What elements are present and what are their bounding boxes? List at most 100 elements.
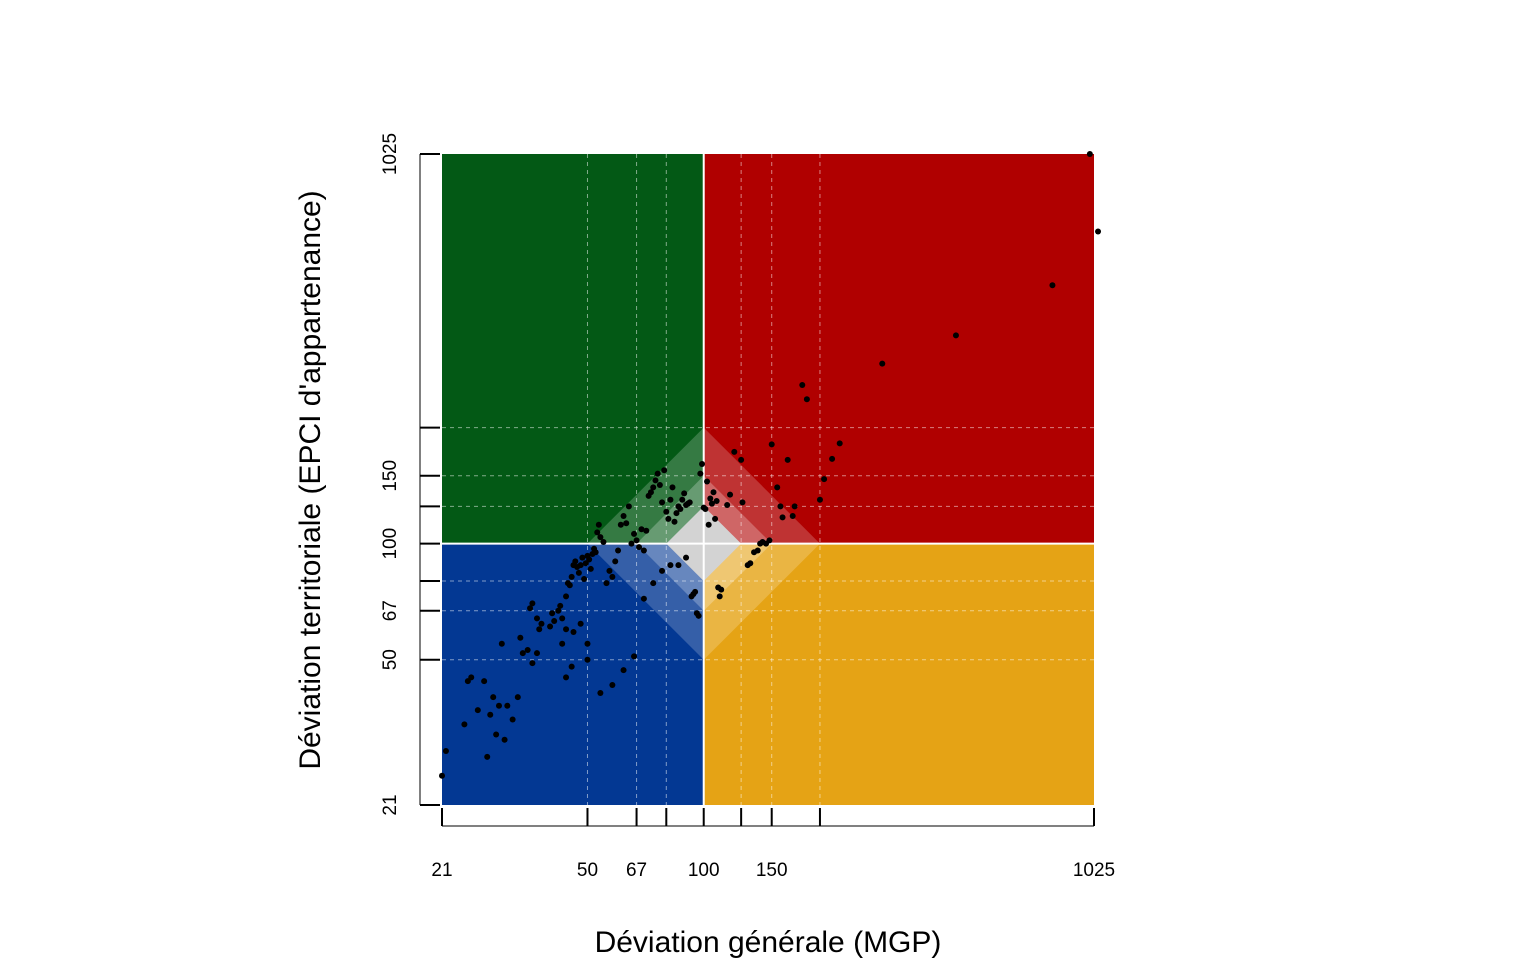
data-point: [609, 573, 616, 580]
data-point: [575, 569, 582, 576]
data-point: [587, 565, 594, 572]
data-point: [821, 476, 828, 483]
data-point: [501, 736, 508, 743]
data-point: [495, 702, 502, 709]
data-point: [504, 702, 511, 709]
axes: 21 50 67 100 150 1025 21 50 67 100 150 1025: [380, 133, 1115, 881]
data-point: [536, 626, 543, 633]
data-point: [879, 360, 886, 367]
data-point: [667, 496, 674, 503]
data-point: [659, 567, 666, 574]
data-point: [594, 529, 601, 536]
data-point: [631, 530, 638, 537]
data-point: [1086, 151, 1093, 157]
data-point: [615, 547, 622, 554]
data-point: [577, 620, 584, 627]
data-point: [563, 626, 570, 633]
data-point: [517, 634, 524, 641]
data-point: [484, 753, 491, 760]
data-point: [468, 674, 475, 681]
data-point: [766, 537, 773, 544]
data-point: [586, 556, 593, 563]
data-point: [699, 460, 706, 467]
y-tick-label: 100: [380, 528, 401, 560]
data-point: [686, 499, 693, 506]
data-point: [708, 500, 715, 507]
data-point: [731, 448, 738, 455]
data-point: [669, 484, 676, 491]
data-point: [707, 495, 714, 502]
data-point: [498, 640, 505, 647]
data-point: [643, 527, 650, 534]
data-point: [439, 772, 445, 779]
data-point: [547, 623, 554, 630]
data-point: [692, 588, 699, 595]
data-point: [612, 558, 619, 565]
data-point: [829, 455, 836, 462]
data-point: [712, 515, 719, 522]
data-point: [493, 731, 500, 738]
data-point: [738, 456, 745, 463]
x-tick-label: 1025: [1073, 860, 1115, 881]
data-point: [509, 716, 516, 723]
data-point: [557, 602, 564, 609]
data-point: [671, 518, 678, 525]
data-point: [584, 640, 591, 647]
data-point: [633, 537, 640, 544]
data-point: [559, 640, 566, 647]
data-point: [636, 544, 643, 551]
data-point: [628, 540, 635, 547]
data-point: [1049, 282, 1056, 289]
data-point: [559, 615, 566, 622]
data-point: [768, 441, 775, 448]
data-point: [606, 567, 613, 574]
data-point: [681, 490, 688, 497]
data-point: [710, 489, 717, 496]
data-point: [713, 498, 720, 505]
data-point: [529, 660, 536, 667]
data-point: [603, 580, 610, 587]
data-point: [631, 653, 638, 660]
data-point: [514, 694, 521, 701]
data-point: [724, 501, 731, 508]
data-point: [600, 539, 607, 546]
data-point: [667, 562, 674, 569]
data-point: [799, 381, 806, 388]
data-point: [474, 707, 481, 714]
data-point: [461, 721, 468, 728]
data-point: [617, 521, 624, 528]
data-point: [675, 562, 682, 569]
quadrant-top-right: [703, 154, 1094, 544]
data-point: [650, 484, 657, 491]
data-point: [549, 610, 556, 617]
data-points: [439, 151, 1102, 779]
y-tick-label: 150: [380, 460, 401, 492]
data-point: [659, 499, 666, 506]
data-point: [695, 612, 702, 619]
data-point: [739, 499, 746, 506]
data-point: [718, 586, 725, 593]
data-point: [705, 521, 712, 528]
data-point: [683, 554, 690, 561]
plot-background: [442, 154, 1094, 805]
data-point: [579, 554, 586, 561]
y-tick-label: 21: [380, 794, 401, 815]
data-point: [836, 440, 843, 447]
data-point: [533, 615, 540, 622]
x-tick-label: 50: [577, 860, 598, 881]
quadrant-bottom-left: [442, 543, 704, 805]
data-point: [656, 481, 663, 488]
data-point: [661, 467, 668, 474]
data-point: [620, 667, 627, 674]
x-tick-label: 67: [626, 860, 647, 881]
data-point: [704, 478, 711, 485]
data-point: [529, 600, 536, 607]
data-point: [572, 558, 579, 565]
data-point: [640, 595, 647, 602]
data-point: [803, 396, 810, 403]
data-point: [568, 663, 575, 670]
data-point: [527, 605, 534, 612]
data-point: [524, 646, 531, 653]
data-point: [481, 678, 488, 685]
data-point: [652, 477, 659, 484]
